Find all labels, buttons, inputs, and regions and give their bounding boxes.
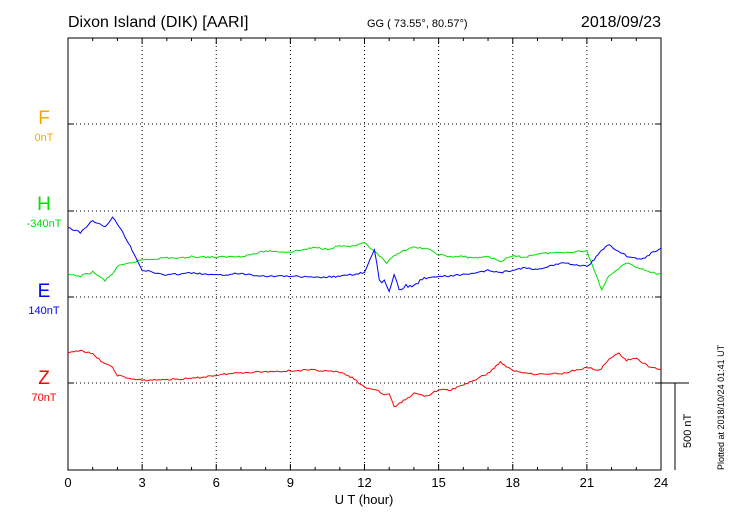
x-tick-label: 3 [139,475,146,490]
grid-lines [68,38,661,470]
plot-date: 2018/09/23 [581,14,661,31]
x-tick-label: 21 [580,475,594,490]
x-tick-label: 12 [357,475,371,490]
x-axis-label: U T (hour) [335,492,394,507]
x-tick-labels: 0 3 6 9 12 15 18 21 24 [64,475,668,490]
x-tick-label: 0 [64,475,71,490]
plotted-timestamp: Plotted at 2018/10/24 01:41 UT [716,344,726,470]
series-line-e [67,216,662,293]
station-title: Dixon Island (DIK) [AARI] [68,14,249,31]
series-label-f: F [38,108,50,129]
series-line-z [67,349,662,408]
x-tick-label: 15 [431,475,445,490]
series-baseline-f: 0nT [35,132,54,144]
x-tick-label: 24 [654,475,668,490]
series-label-z: Z [38,368,50,389]
x-tick-label: 6 [213,475,220,490]
axis-ticks [67,38,662,470]
series-lines [67,216,662,408]
scale-bar-label: 500 nT [682,413,694,448]
series-baseline-z: 70nT [31,392,56,404]
series-label-h: H [37,194,51,215]
station-coordinates: GG ( 73.55°, 80.57°) [367,18,468,30]
series-line-h [67,242,662,292]
series-label-e: E [38,281,51,302]
x-tick-label: 9 [287,475,294,490]
series-baseline-e: 140nT [28,305,59,317]
x-tick-label: 18 [506,475,520,490]
series-baseline-h: -340nT [27,218,62,230]
